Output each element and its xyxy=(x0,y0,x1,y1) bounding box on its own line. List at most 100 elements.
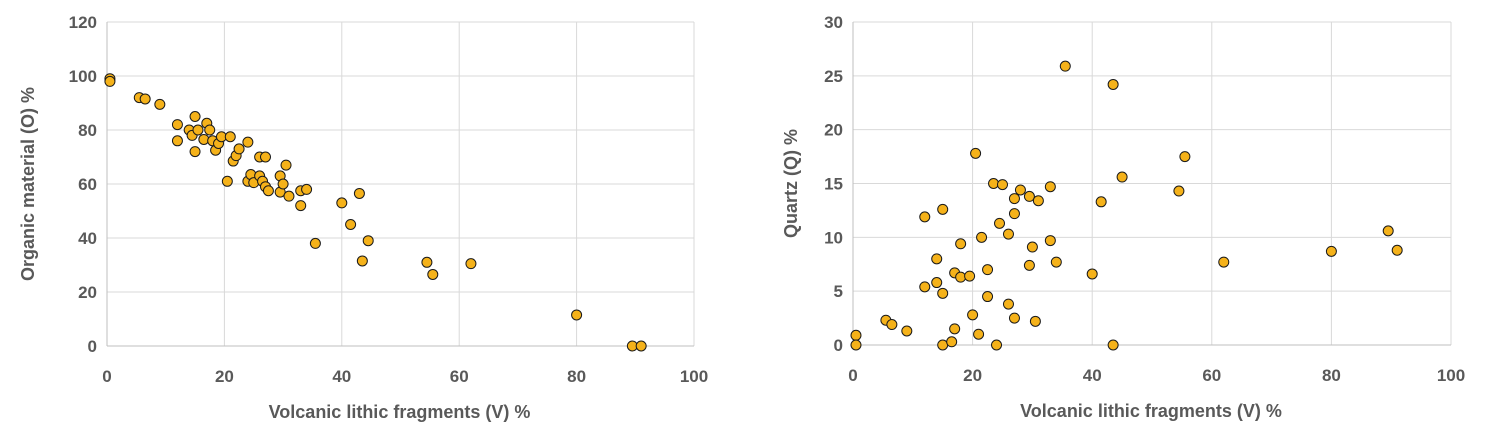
data-point xyxy=(356,255,368,267)
y-tick-label: 0 xyxy=(834,336,843,355)
data-point xyxy=(204,124,216,136)
data-point xyxy=(937,287,949,299)
data-point xyxy=(345,219,357,230)
data-point xyxy=(997,179,1008,191)
x-tick-label: 0 xyxy=(848,366,857,385)
data-point xyxy=(571,309,583,321)
organic-vs-volcanic-chart: 0 20 40 60 80 100 120 0 20 40 60 80 100 Volcanic lith… xyxy=(18,13,708,422)
data-point xyxy=(988,178,1000,189)
data-point xyxy=(970,147,982,159)
data-point xyxy=(635,340,647,352)
y-tick-label: 40 xyxy=(78,229,97,248)
x-tick-label: 80 xyxy=(567,367,586,386)
data-point xyxy=(189,146,201,158)
data-point xyxy=(937,203,949,215)
data-point xyxy=(886,319,898,331)
data-point xyxy=(301,183,313,195)
data-point xyxy=(1023,190,1035,202)
y-tick-label: 15 xyxy=(824,175,843,194)
data-point xyxy=(171,135,183,147)
data-point xyxy=(1086,268,1098,280)
data-point xyxy=(465,258,477,270)
x-tick-label: 40 xyxy=(1083,366,1102,385)
data-point xyxy=(262,185,274,197)
y-tick-label: 20 xyxy=(78,283,97,302)
quartz-vs-volcanic-chart: 0 5 10 15 20 25 30 0 20 40 60 80 100 Volcanic lithic … xyxy=(781,13,1465,421)
data-point xyxy=(955,271,967,283)
data-point xyxy=(280,159,292,171)
y-tick-label: 0 xyxy=(88,337,97,356)
data-point xyxy=(1014,184,1026,196)
x-tick-label: 80 xyxy=(1322,366,1341,385)
x-tick-label: 100 xyxy=(680,367,708,386)
data-point xyxy=(994,217,1006,229)
x-tick-label: 20 xyxy=(963,366,982,385)
data-point xyxy=(189,111,201,122)
data-point xyxy=(421,256,433,268)
data-point xyxy=(283,190,295,202)
data-point xyxy=(1179,151,1191,163)
data-point xyxy=(1008,193,1020,205)
data-point xyxy=(242,136,254,148)
data-point xyxy=(973,328,985,340)
data-point xyxy=(949,323,961,335)
data-point xyxy=(1002,298,1014,310)
data-point xyxy=(1023,259,1035,271)
data-point xyxy=(139,93,151,105)
data-point xyxy=(1325,245,1337,257)
data-point xyxy=(976,231,988,243)
data-point xyxy=(336,197,348,209)
data-point xyxy=(221,175,233,187)
data-point xyxy=(1107,339,1119,351)
data-point xyxy=(919,281,931,293)
x-tick-label: 20 xyxy=(215,367,234,386)
y-tick-label: 100 xyxy=(69,67,97,86)
data-point xyxy=(1026,241,1038,253)
data-point xyxy=(1218,256,1230,268)
data-point xyxy=(850,339,862,351)
y-axis-title: Quartz (Q) % xyxy=(781,129,801,238)
data-point xyxy=(1107,78,1119,90)
data-point xyxy=(277,178,289,190)
y-tick-label: 25 xyxy=(824,67,843,86)
x-tick-label: 40 xyxy=(332,367,351,386)
data-point xyxy=(233,143,245,155)
y-tick-label: 10 xyxy=(824,228,843,247)
data-point xyxy=(982,264,994,276)
data-point xyxy=(353,187,365,199)
data-point xyxy=(931,253,943,265)
data-point xyxy=(1002,228,1014,240)
data-point xyxy=(1059,60,1071,72)
x-tick-label: 0 xyxy=(102,367,111,386)
y-tick-label: 80 xyxy=(78,121,97,140)
data-point xyxy=(931,277,943,289)
y-tick-label: 60 xyxy=(78,175,97,194)
x-axis-title: Volcanic lithic fragments (V) % xyxy=(269,402,531,422)
y-tick-label: 30 xyxy=(824,13,843,32)
x-tick-label: 100 xyxy=(1437,366,1465,385)
data-point xyxy=(259,151,271,163)
data-point xyxy=(224,131,236,143)
data-point xyxy=(964,270,976,282)
data-point xyxy=(171,119,183,131)
data-point xyxy=(901,325,913,337)
data-point xyxy=(192,124,204,136)
data-point xyxy=(982,291,994,303)
data-point xyxy=(1032,195,1044,207)
data-point xyxy=(967,309,979,321)
x-tick-label: 60 xyxy=(1202,366,1221,385)
data-point xyxy=(919,211,931,223)
data-point xyxy=(427,268,439,280)
y-axis-title: Organic material (O) % xyxy=(18,87,38,281)
data-point xyxy=(1044,235,1056,247)
data-point xyxy=(1029,315,1041,327)
data-point xyxy=(362,235,374,247)
data-point xyxy=(850,329,862,341)
data-point xyxy=(1008,312,1020,324)
data-point xyxy=(1116,171,1128,183)
data-point xyxy=(1050,256,1062,268)
x-tick-label: 60 xyxy=(450,367,469,386)
data-point xyxy=(1173,185,1185,197)
data-point xyxy=(1008,208,1020,220)
